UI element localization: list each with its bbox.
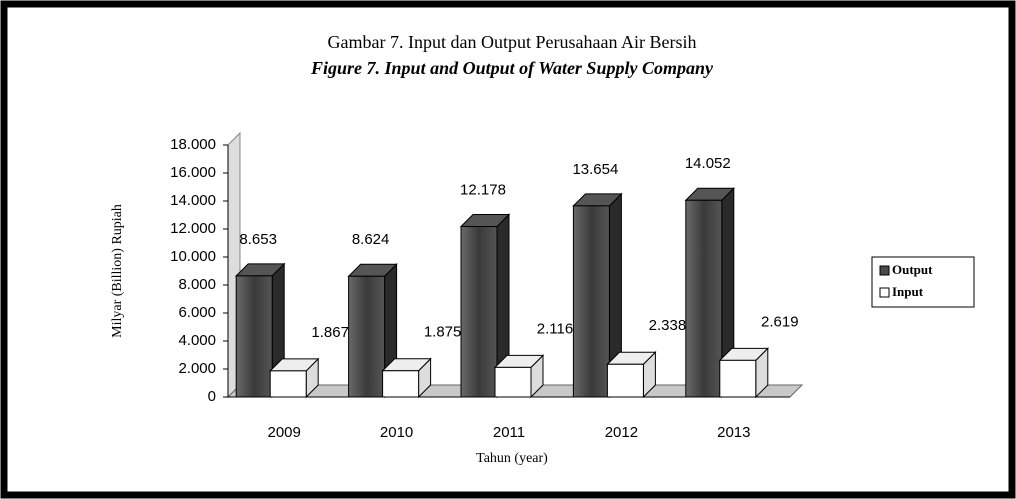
x-tick-label: 2013 — [717, 424, 750, 441]
data-label: 2.116 — [537, 320, 573, 337]
bar — [719, 359, 757, 398]
bar — [235, 275, 273, 398]
y-tick-label: 6.000 — [178, 304, 216, 321]
x-tick-label: 2012 — [605, 424, 638, 441]
bar — [269, 370, 307, 398]
bar — [572, 205, 610, 398]
x-tick-label: 2010 — [380, 424, 413, 441]
bar — [348, 275, 386, 398]
legend-label: Output — [892, 262, 933, 277]
chart-subtitle: Figure 7. Input and Output of Water Supp… — [310, 58, 714, 78]
x-axis-label: Tahun (year) — [476, 451, 548, 466]
data-label: 2.338 — [649, 317, 687, 334]
data-label: 1.867 — [311, 324, 349, 341]
legend-swatch — [879, 287, 890, 298]
data-label: 2.619 — [761, 313, 799, 330]
data-label: 8.653 — [239, 231, 277, 248]
y-tick-label: 4.000 — [178, 332, 216, 349]
legend-swatch — [879, 265, 890, 276]
y-tick-label: 0 — [208, 388, 216, 405]
bar — [382, 370, 420, 398]
y-tick-label: 10.000 — [170, 248, 216, 265]
bar — [685, 199, 723, 398]
y-tick-label: 8.000 — [178, 276, 216, 293]
data-label: 8.624 — [352, 231, 390, 248]
y-tick-label: 12.000 — [170, 220, 216, 237]
data-label: 13.654 — [572, 161, 618, 178]
legend-box — [871, 256, 975, 308]
y-tick-label: 2.000 — [178, 360, 216, 377]
chart-title: Gambar 7. Input dan Output Perusahaan Ai… — [328, 32, 697, 52]
data-label: 14.052 — [685, 155, 731, 172]
y-tick-label: 16.000 — [170, 164, 216, 181]
y-tick-label: 14.000 — [170, 192, 216, 209]
x-tick-label: 2009 — [268, 424, 301, 441]
x-tick-label: 2011 — [493, 424, 525, 441]
legend-label: Input — [892, 284, 924, 299]
data-label: 1.875 — [424, 324, 462, 341]
bar — [606, 363, 644, 398]
y-tick-label: 18.000 — [170, 136, 216, 153]
y-axis-label: Milyar (Billion) Rupiah — [110, 204, 125, 338]
data-label: 12.178 — [460, 181, 506, 198]
bar — [460, 226, 498, 398]
bar — [494, 366, 532, 398]
